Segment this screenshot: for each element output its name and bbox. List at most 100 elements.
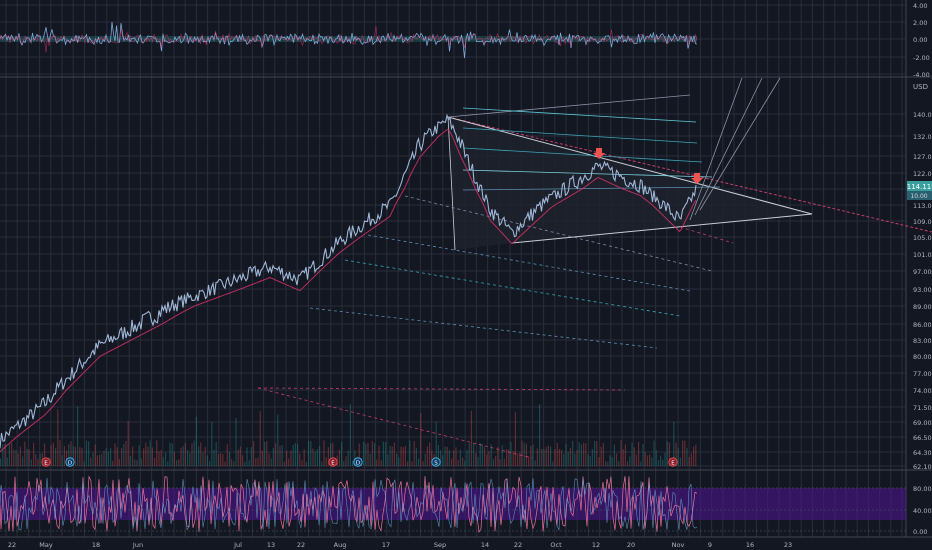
volume-bar [374,443,376,466]
fan-line[interactable] [689,77,743,221]
fib-fan-line[interactable] [447,94,691,118]
volume-bar [294,443,296,466]
volume-bar [459,449,461,466]
event-marker-s[interactable]: S [431,457,441,467]
fib-level-line[interactable] [462,169,713,178]
volume-bar [99,455,101,466]
parallel-dashed-line[interactable] [257,387,626,391]
fib-level-line[interactable] [462,186,721,191]
volume-bar [125,441,127,466]
volume-bar [547,445,549,466]
volume-bar [514,412,516,466]
price-axis-label: 74.00 [913,387,932,395]
channel-upper-line[interactable] [447,116,813,215]
resistance-trendline[interactable] [447,116,932,233]
volume-bar [202,452,204,466]
volume-bar [413,440,415,466]
price-axis-label: 93.00 [913,286,932,294]
volume-bar [19,446,21,466]
volume-bar [52,442,54,466]
time-axis-label: 18 [92,541,100,549]
volume-bar [382,441,384,466]
price-axis-label: 140.00 [913,111,932,119]
parallel-dashed-line[interactable] [344,259,681,317]
volume-bar [613,444,615,466]
time-axis-label: May [39,541,53,549]
volume-bar [321,461,323,466]
volume-bar [567,452,569,466]
zero-band [0,36,697,42]
volume-bar [631,442,633,466]
volume-bar [107,451,109,466]
event-marker-e[interactable]: E [668,457,678,467]
volume-bar [242,455,244,466]
volume-bar [253,441,255,466]
price-series-line [0,113,697,449]
volume-bar [620,440,622,466]
volume-bar [651,457,653,466]
volume-bar [554,448,556,466]
volume-bar [420,412,422,466]
parallel-dashed-line[interactable] [404,195,713,272]
fib-level-line[interactable] [462,147,703,163]
volume-bar [402,447,404,466]
volume-bar [497,447,499,466]
volume-bar [195,416,197,466]
time-axis-label: Nov [672,541,685,549]
volume-bar [638,441,640,466]
volume-bar [666,441,668,466]
volume-bar [171,443,173,466]
volume-bar [345,456,347,466]
volume-bar [444,446,446,466]
parallel-dashed-line[interactable] [309,307,658,349]
volume-bar [598,457,600,466]
fan-line[interactable] [699,77,781,211]
parallel-dashed-line[interactable] [367,234,691,292]
volume-bar [490,444,492,466]
volume-bar [543,449,545,466]
volume-bar [352,460,354,466]
volume-bar [206,455,208,466]
volume-bar [92,452,94,466]
volume-bar [116,447,118,466]
fan-line[interactable] [694,77,763,216]
volume-bar [435,421,437,466]
volume-bar [682,440,684,466]
volume-bar [264,441,266,466]
event-marker-d[interactable]: D [353,457,363,467]
volume-bar [468,443,470,466]
down-arrow-marker[interactable] [691,173,703,184]
volume-bar [121,448,123,466]
volume-bar [486,454,488,466]
volume-bar [611,456,613,466]
event-marker-e[interactable]: E [41,457,51,467]
volume-bar [151,447,153,466]
parallel-dashed-line[interactable] [257,387,533,459]
volume-bar [226,444,228,466]
price-axis-label: 66.50 [913,434,932,442]
volume-bar [635,454,637,466]
time-axis-label: 14 [481,541,489,549]
volume-bar [367,442,369,466]
volume-bar [578,442,580,466]
volume-bar [688,457,690,466]
fib-level-line[interactable] [462,107,697,123]
channel-lower-line[interactable] [511,213,813,244]
volume-bar [101,453,103,466]
volume-bar [132,446,134,466]
event-marker-e[interactable]: E [328,457,338,467]
fib-level-line[interactable] [462,127,698,144]
down-arrow-marker[interactable] [593,148,605,159]
time-axis[interactable]: 22 May 18 Jun Jul 13 22 Aug 17 Sep 14 22 Oct 12 20 Nov 9… [8,541,792,549]
price-axis-label: 105.00 [913,234,932,242]
volume-bar [572,440,574,466]
volume-bar [398,457,400,466]
event-marker-d[interactable]: D [65,457,75,467]
volume-bar [233,461,235,466]
channel-edge-line[interactable] [447,116,456,251]
volume-bar [501,445,503,466]
volume-bar [79,447,81,466]
volume-bar [217,454,219,466]
